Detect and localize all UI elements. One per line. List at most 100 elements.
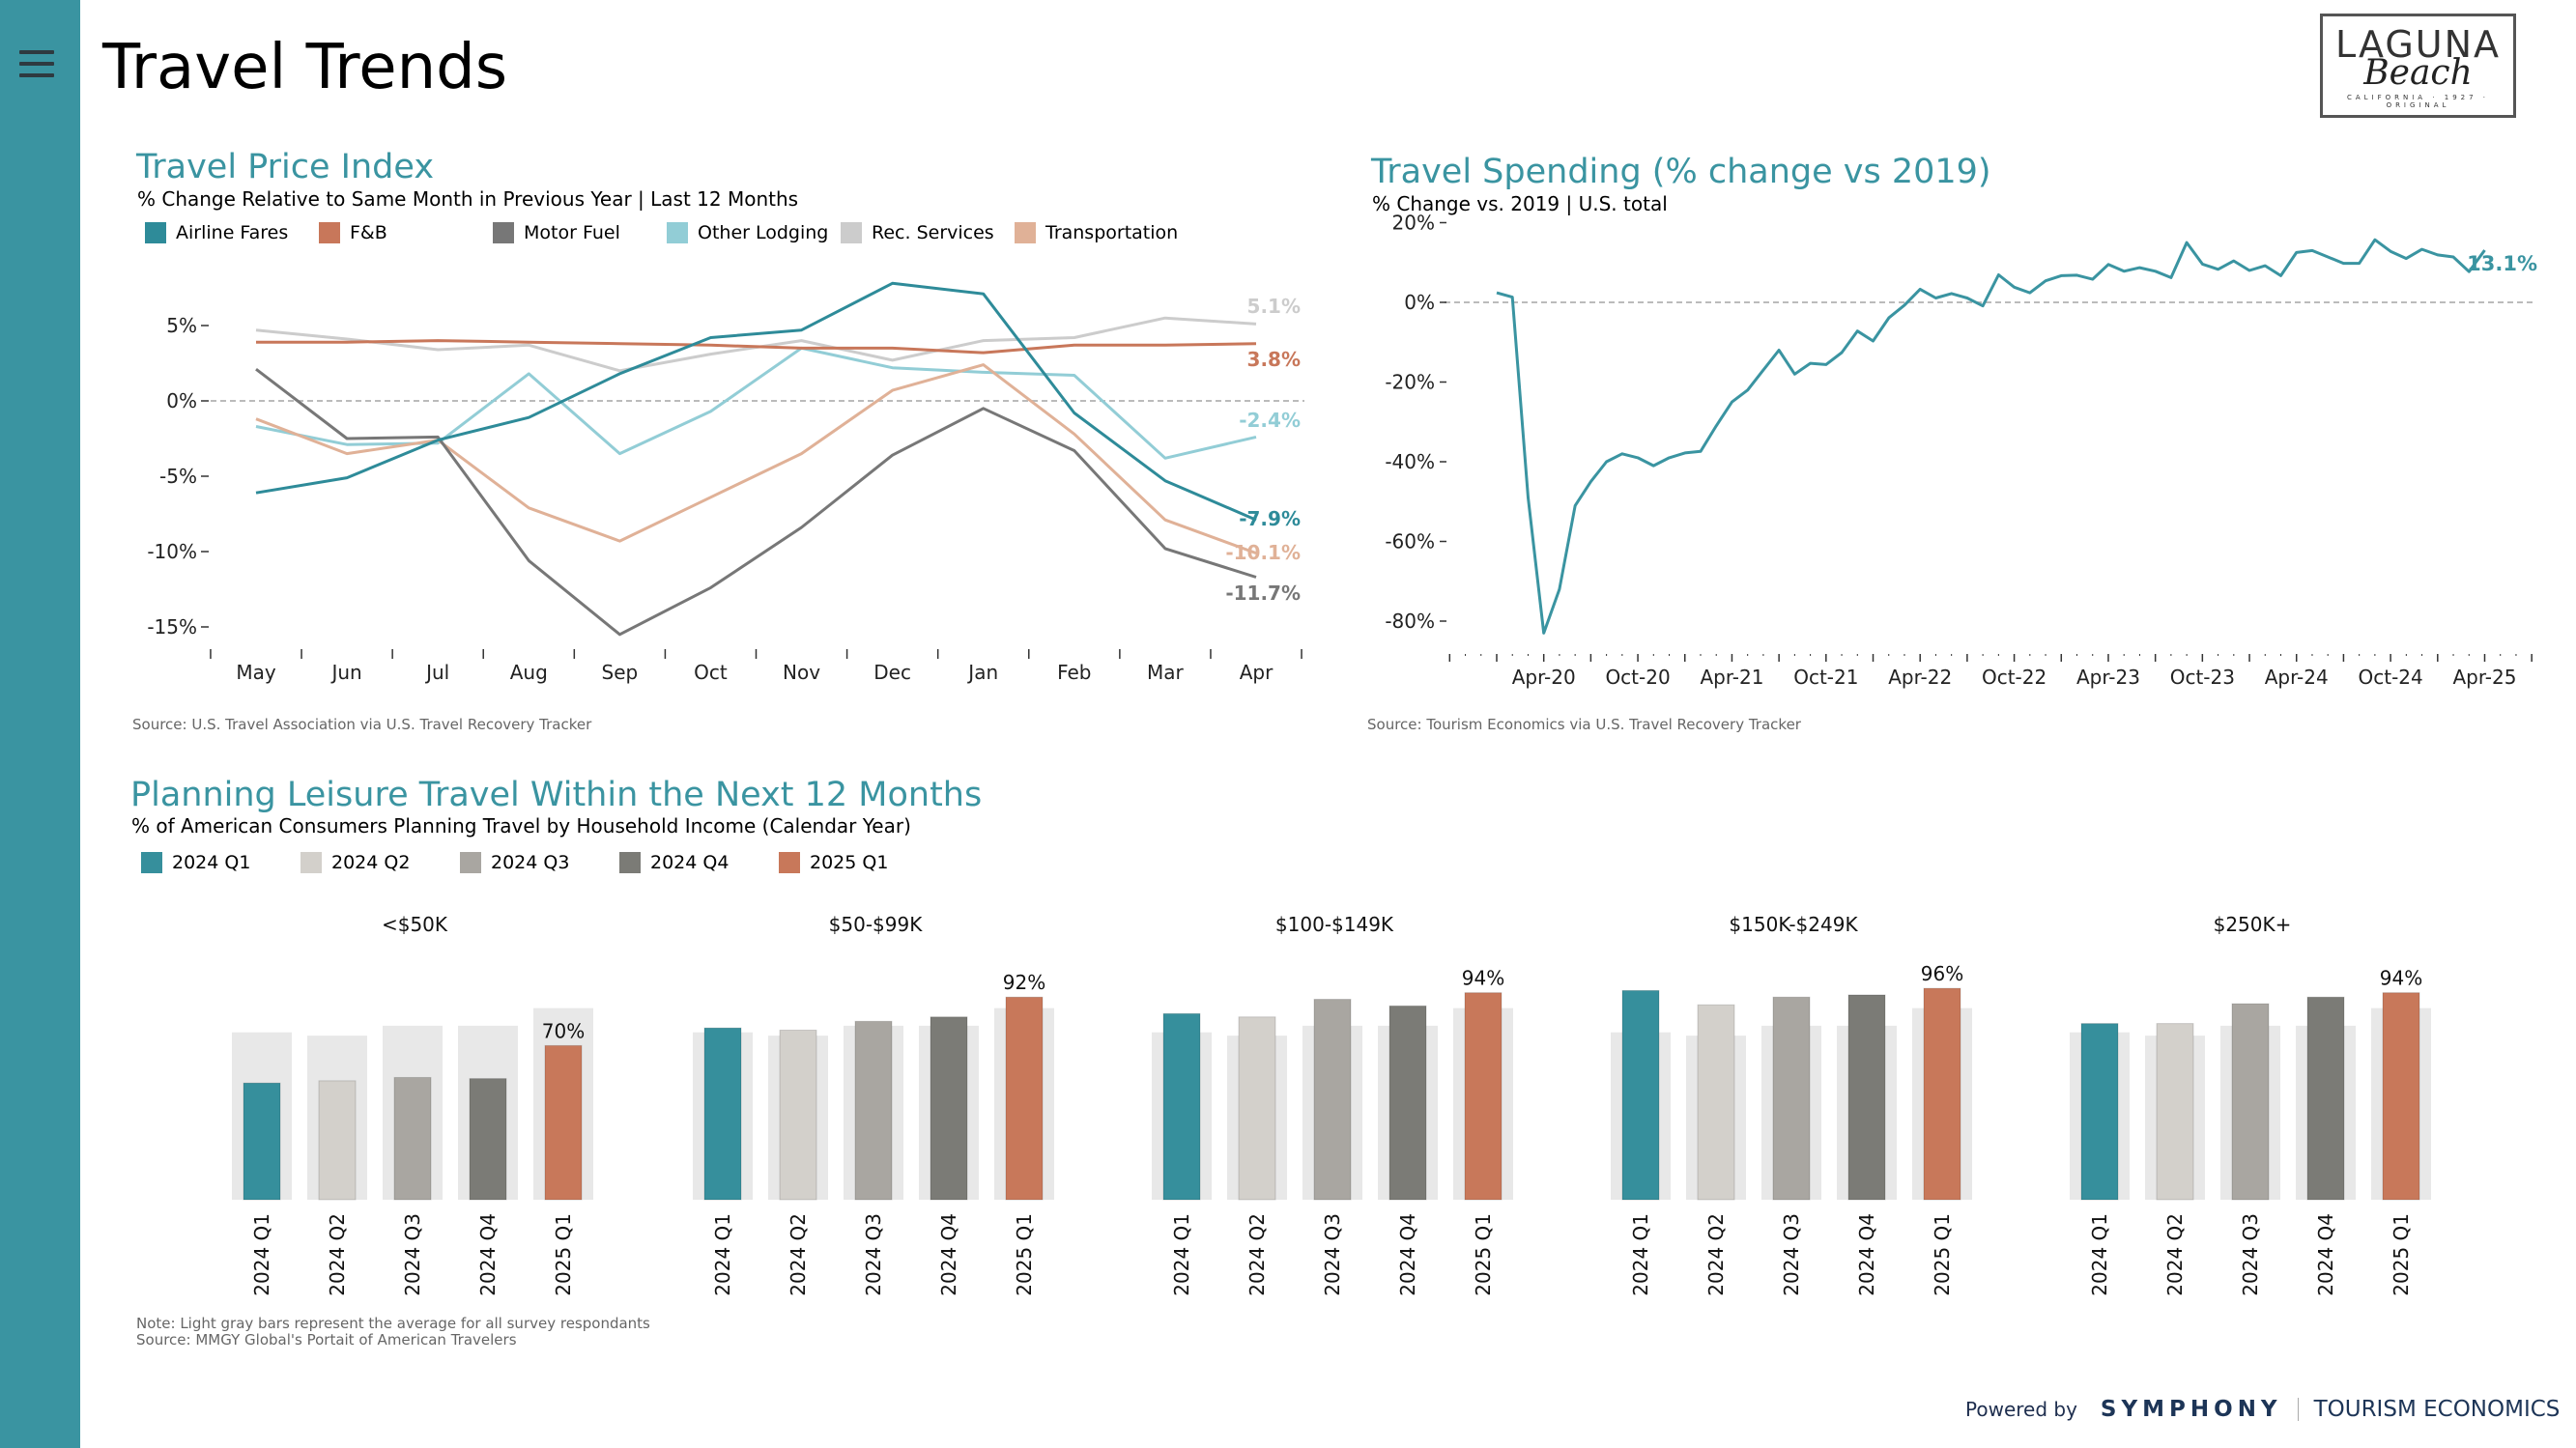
legend-swatch (460, 852, 481, 873)
legend-item[interactable]: Motor Fuel (493, 222, 667, 243)
bar-2024-q4 (930, 1016, 968, 1201)
x-tick-label: May (236, 661, 276, 684)
end-value-label: -11.7% (1225, 582, 1301, 605)
x-tick-label: Oct-21 (1793, 666, 1858, 689)
x-tick-label: 2025 Q1 (1931, 1213, 1954, 1296)
y-tick-label: 0% (1404, 291, 1435, 314)
planning-source: Source: MMGY Global's Portait of America… (136, 1331, 517, 1349)
planning-note: Note: Light gray bars represent the aver… (136, 1315, 650, 1332)
series-line-us-total (1496, 238, 2486, 635)
end-value-label: 3.8% (1247, 348, 1301, 371)
legend-item[interactable]: 2024 Q3 (460, 852, 619, 873)
bar-2024-q3 (1313, 999, 1352, 1201)
legend-label: 2025 Q1 (810, 852, 889, 873)
tourism-economics-logo: TOURISM ECONOMICS (2313, 1397, 2561, 1422)
x-tick-label: 2024 Q2 (787, 1213, 810, 1296)
planning-legend: 2024 Q1 2024 Q2 2024 Q3 2024 Q4 2025 Q1 (141, 852, 938, 873)
legend-swatch (841, 222, 862, 243)
legend-item[interactable]: 2024 Q1 (141, 852, 301, 873)
y-tick-label: -20% (1385, 371, 1435, 394)
legend-item[interactable]: Airline Fares (145, 222, 319, 243)
legend-item[interactable]: 2024 Q4 (619, 852, 779, 873)
legend-swatch (493, 222, 514, 243)
y-tick-label: -5% (159, 465, 197, 488)
page-title: Travel Trends (102, 32, 508, 103)
x-tick-label: 2024 Q1 (250, 1213, 273, 1296)
bar-2025-q1 (2382, 992, 2420, 1201)
bar-2025-q1 (1005, 996, 1044, 1201)
legend-item[interactable]: Other Lodging (667, 222, 841, 243)
bar-value-label: 94% (1462, 967, 1504, 990)
y-tick-label: -10% (147, 540, 197, 563)
x-tick-label: 2024 Q3 (1321, 1213, 1344, 1296)
legend-label: Rec. Services (872, 222, 994, 243)
bar-value-label: 70% (542, 1019, 585, 1042)
legend-swatch (779, 852, 800, 873)
x-tick-label: Oct-23 (2170, 666, 2235, 689)
bar-2024-q1 (1162, 1012, 1201, 1201)
legend-item[interactable]: F&B (319, 222, 493, 243)
x-tick-label: Dec (873, 661, 911, 684)
bar-2025-q1 (544, 1044, 583, 1201)
end-value-label: -2.4% (1239, 409, 1301, 432)
x-tick-label: Oct (694, 661, 728, 684)
x-tick-label: Mar (1147, 661, 1185, 684)
end-value-label: 5.1% (1247, 295, 1301, 318)
series-line-motor-fuel (255, 368, 1257, 637)
legend-item[interactable]: Transportation (1015, 222, 1208, 243)
x-tick-label: 2024 Q2 (326, 1213, 349, 1296)
x-tick-label: 2024 Q2 (1704, 1213, 1728, 1296)
x-tick-label: Apr-23 (2076, 666, 2140, 689)
x-tick-label: Oct-24 (2358, 666, 2422, 689)
legend-swatch (667, 222, 688, 243)
end-value-label: -7.9% (1239, 507, 1301, 530)
price-index-source: Source: U.S. Travel Association via U.S.… (132, 716, 592, 733)
series-line-other-lodging (255, 346, 1257, 460)
y-tick-label: -40% (1385, 450, 1435, 473)
legend-swatch (301, 852, 322, 873)
x-tick-label: Aug (510, 661, 548, 684)
bar-2024-q1 (2080, 1023, 2119, 1201)
hamburger-menu-icon[interactable] (19, 50, 58, 83)
x-tick-label: Nov (783, 661, 820, 684)
legend-item[interactable]: 2024 Q2 (301, 852, 460, 873)
end-value-label: -10.1% (1225, 541, 1301, 564)
bar-2024-q2 (779, 1029, 817, 1201)
bar-2024-q3 (393, 1076, 432, 1201)
bar-2024-q2 (318, 1080, 357, 1201)
price-index-chart: 5% 0% -5% -10% -15% May Jun Jul Aug Sep Oct Nov Dec J… (147, 281, 1304, 684)
x-tick-label: Oct-20 (1605, 666, 1670, 689)
x-tick-label: 2024 Q1 (1170, 1213, 1193, 1296)
income-group-label: $100-$149K (1275, 913, 1394, 936)
bar-2024-q3 (854, 1020, 893, 1201)
price-index-title: Travel Price Index (136, 148, 435, 186)
x-tick-label: Jun (329, 661, 361, 684)
x-tick-label: 2024 Q3 (1780, 1213, 1803, 1296)
x-tick-label: Oct-22 (1982, 666, 2046, 689)
legend-item[interactable]: Rec. Services (841, 222, 1015, 243)
bar-2024-q1 (243, 1082, 281, 1201)
legend-label: 2024 Q4 (650, 852, 730, 873)
x-tick-label: 2025 Q1 (1013, 1213, 1036, 1296)
bar-2024-q1 (703, 1027, 742, 1201)
end-value-label: 13.1% (2467, 252, 2537, 275)
spending-chart: 20% 0% -20% -40% -60% -80% Apr-20 Oct-20 Apr-21 O… (1385, 212, 2537, 690)
legend-label: Transportation (1045, 222, 1179, 243)
footer-divider (2297, 1398, 2299, 1421)
legend-item[interactable]: 2025 Q1 (779, 852, 938, 873)
price-index-subtitle: % Change Relative to Same Month in Previ… (137, 187, 799, 211)
sidebar (0, 0, 80, 1448)
y-tick-label: 0% (166, 389, 197, 412)
spending-title: Travel Spending (% change vs 2019) (1371, 153, 1991, 191)
bar-value-label: 96% (1921, 962, 1963, 985)
series-line-f-b (256, 339, 1257, 355)
x-tick-label: Apr-21 (1700, 666, 1763, 689)
x-tick-label: Apr-24 (2265, 666, 2329, 689)
legend-label: F&B (350, 222, 387, 243)
bar-2024-q1 (1621, 989, 1660, 1201)
planning-subtitle: % of American Consumers Planning Travel … (131, 814, 911, 838)
x-tick-label: 2024 Q2 (1245, 1213, 1269, 1296)
price-index-legend: Airline Fares F&B Motor Fuel Other Lodging R… (145, 222, 1208, 243)
logo-text-line2: Beach (2363, 53, 2473, 93)
x-tick-label: 2024 Q4 (937, 1213, 960, 1296)
